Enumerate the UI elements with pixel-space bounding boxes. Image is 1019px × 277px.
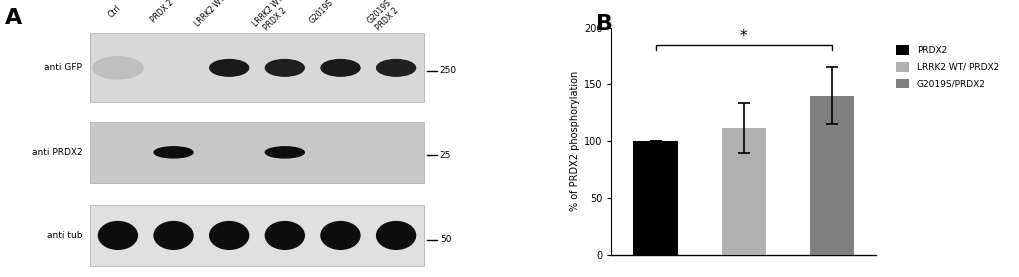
Ellipse shape	[210, 60, 249, 76]
Text: anti GFP: anti GFP	[44, 63, 83, 72]
Text: Ctrl: Ctrl	[106, 3, 122, 20]
Bar	[634, 141, 678, 255]
Ellipse shape	[93, 57, 143, 79]
Ellipse shape	[377, 222, 416, 249]
Legend: PRDX2, LRRK2 WT/ PRDX2, G2019S/PRDX2: PRDX2, LRRK2 WT/ PRDX2, G2019S/PRDX2	[894, 43, 1001, 91]
Text: B: B	[596, 14, 613, 34]
Ellipse shape	[265, 222, 305, 249]
Text: *: *	[740, 29, 748, 43]
Text: anti PRDX2: anti PRDX2	[32, 148, 83, 157]
Ellipse shape	[99, 222, 138, 249]
Text: 250: 250	[440, 66, 457, 75]
Ellipse shape	[321, 60, 360, 76]
Text: LRRK2 WT: LRRK2 WT	[193, 0, 227, 29]
Ellipse shape	[210, 222, 249, 249]
Text: A: A	[5, 8, 22, 28]
Y-axis label: % of PRDX2 phosphorylation: % of PRDX2 phosphorylation	[570, 71, 580, 211]
Text: PRDX 2: PRDX 2	[149, 0, 175, 25]
Bar	[721, 128, 766, 255]
Text: 50: 50	[440, 235, 451, 244]
Ellipse shape	[321, 222, 360, 249]
Ellipse shape	[154, 222, 193, 249]
Ellipse shape	[265, 147, 305, 158]
Ellipse shape	[377, 60, 416, 76]
Text: G2019S: G2019S	[308, 0, 335, 25]
Bar	[810, 96, 854, 255]
Text: 25: 25	[440, 151, 451, 160]
Text: LRRK2 WT
PRDX 2: LRRK2 WT PRDX 2	[251, 0, 292, 36]
Ellipse shape	[265, 60, 305, 76]
FancyBboxPatch shape	[90, 33, 424, 102]
Ellipse shape	[154, 147, 193, 158]
FancyBboxPatch shape	[90, 122, 424, 183]
FancyBboxPatch shape	[90, 205, 424, 266]
Text: G2019S
PRDX 2: G2019S PRDX 2	[366, 0, 400, 33]
Text: anti tub: anti tub	[47, 231, 83, 240]
